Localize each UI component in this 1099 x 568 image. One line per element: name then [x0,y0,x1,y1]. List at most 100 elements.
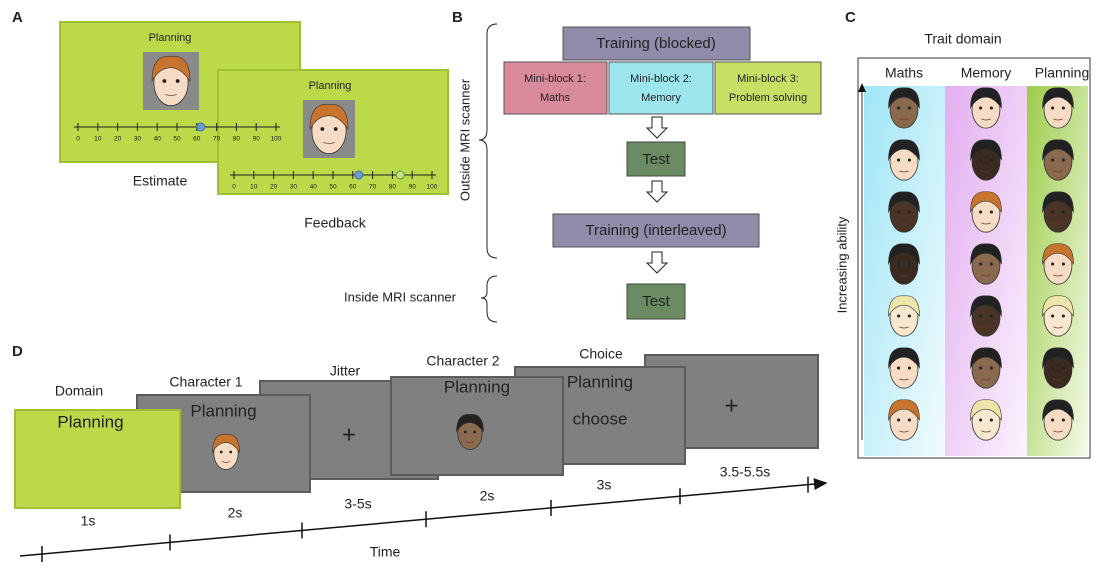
step-label: Jitter [330,363,361,379]
duration-label: 3-5s [344,496,371,512]
box-label: Mini-block 2: [630,73,692,85]
face-eye [979,418,982,421]
face-eye [990,418,993,421]
face-eye [1051,158,1054,161]
slider-tick-label: 70 [369,184,377,191]
duration-label: 3.5-5.5s [720,464,771,480]
face-eye [908,106,911,109]
face-eye [1051,314,1054,317]
box-label: Problem solving [729,92,807,104]
slider-tick-label: 70 [213,136,221,143]
face-eye [1051,418,1054,421]
slider-tick-label: 100 [427,184,438,191]
face [457,414,484,449]
duration-label: 1s [81,513,96,529]
figure: A Planning Planning Estimate Feedback B … [0,0,1099,563]
screen-text: Planning [57,412,123,431]
face-eye [473,431,476,434]
box-label: Training (interleaved) [585,222,726,239]
slider-tick-label: 30 [290,184,298,191]
face-eye [1062,314,1065,317]
screen-text: + [342,421,356,448]
step-label: Choice [579,346,623,362]
box [504,62,607,114]
face [213,434,240,469]
face-eye [897,158,900,161]
estimate-marker [197,123,205,131]
caption: Feedback [304,215,366,231]
box-label: Training (blocked) [596,35,716,52]
face-eye [908,262,911,265]
axis-label: Increasing ability [834,216,849,313]
face-eye [897,210,900,213]
screen-text: Planning [444,377,510,396]
caption: Estimate [133,173,188,189]
face-eye [1062,106,1065,109]
slider-tick-label: 50 [173,136,181,143]
panel-label: D [12,343,23,360]
face-eye [1062,158,1065,161]
axis-label: Time [370,544,401,560]
slider-tick-label: 20 [270,184,278,191]
face-eye [979,210,982,213]
box-label: Test [642,293,670,310]
face-eye [990,158,993,161]
face-eye [162,79,166,83]
face-eye [1051,106,1054,109]
step-label: Character 2 [426,353,499,369]
face-eye [320,127,324,131]
face-eye [990,106,993,109]
face-eye [979,314,982,317]
slider-tick-label: 40 [310,184,318,191]
slider-tick-label: 30 [134,136,142,143]
slider-tick-label: 40 [154,136,162,143]
box-label: Maths [540,92,570,104]
step-label: Domain [55,383,103,399]
estimate-marker [355,171,363,179]
slider-tick-label: 60 [193,136,201,143]
screen-title: Planning [149,32,192,44]
face-eye [1062,210,1065,213]
face-eye [990,314,993,317]
slider-tick-label: 80 [389,184,397,191]
slider-tick-label: 90 [253,136,261,143]
screen-text: choose [573,409,628,428]
face-eye [908,314,911,317]
face-eye [897,106,900,109]
face-eye [979,366,982,369]
bracket [481,276,497,322]
face-eye [1051,262,1054,265]
slider-tick-label: 80 [233,136,241,143]
screen-text: Planning [567,372,633,391]
face-eye [908,418,911,421]
face-eye [464,431,467,434]
slider-tick-label: 10 [250,184,258,191]
slider-tick-label: 90 [409,184,417,191]
face-eye [908,158,911,161]
panel-label: C [845,9,856,26]
column-header: Memory [961,65,1012,81]
face-eye [897,314,900,317]
slider-tick-label: 0 [232,184,236,191]
step-label: Character 1 [169,374,242,390]
bracket [479,24,497,258]
box-label: Mini-block 3: [737,73,799,85]
face-eye [897,418,900,421]
screen-text: Planning [190,401,256,420]
column-header: Planning [1035,65,1090,81]
slider-tick-label: 100 [271,136,282,143]
face-eye [979,158,982,161]
box-label: Test [642,151,670,168]
duration-label: 2s [228,505,243,521]
box [609,62,713,114]
face-eye [897,262,900,265]
face-eye [334,127,338,131]
arrows [647,117,667,273]
bracket-label: Inside MRI scanner [344,289,457,304]
face-eye [1062,262,1065,265]
screen-title: Planning [309,80,352,92]
slider-tick-label: 10 [94,136,102,143]
face-eye [979,106,982,109]
face-eye [176,79,180,83]
slider-tick-label: 50 [329,184,337,191]
